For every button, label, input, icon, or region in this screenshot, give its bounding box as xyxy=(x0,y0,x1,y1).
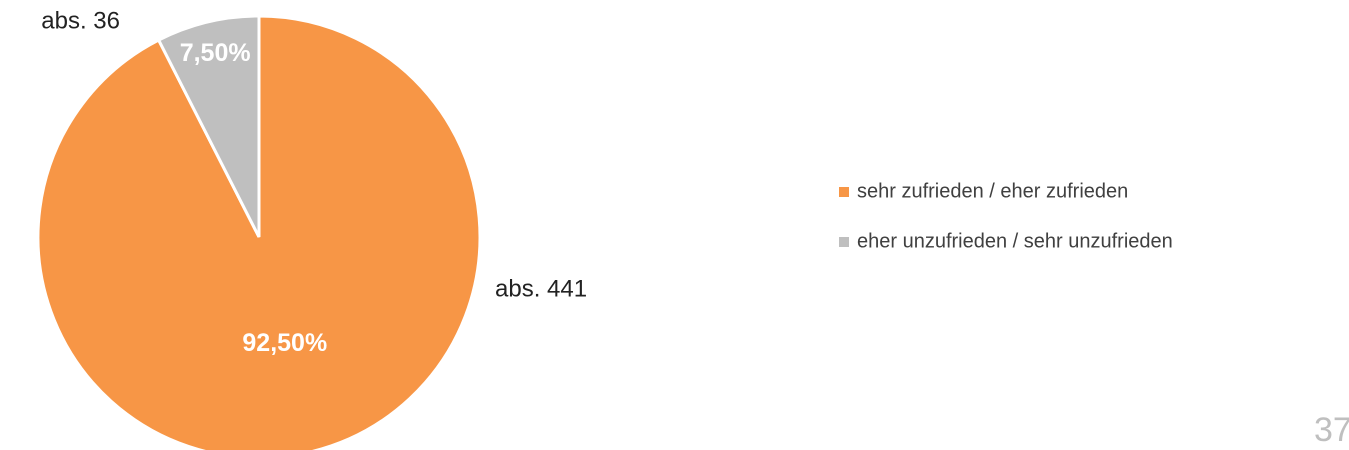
annotation: abs. 36 xyxy=(41,7,120,34)
legend-label: eher unzufrieden / sehr unzufrieden xyxy=(857,230,1173,252)
page-number: 37 xyxy=(1314,411,1349,449)
pie-slice xyxy=(156,14,261,238)
value-label: 92,50% xyxy=(242,329,327,357)
value-label: 7,50% xyxy=(180,39,251,67)
legend-swatch xyxy=(839,237,849,247)
annotation: abs. 441 xyxy=(495,275,587,302)
legend-swatch xyxy=(839,187,849,197)
legend-label: sehr zufrieden / eher zufrieden xyxy=(857,180,1128,202)
